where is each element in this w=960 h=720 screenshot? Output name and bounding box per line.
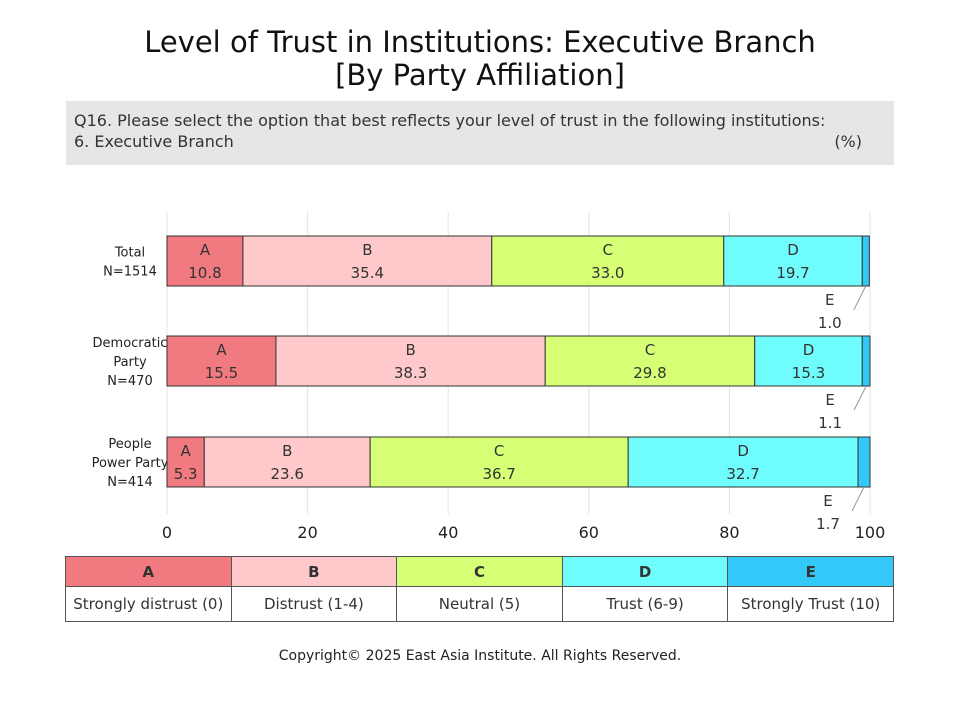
question-text: Q16. Please select the option that best … xyxy=(74,111,826,130)
bar-key-label-e-2: E xyxy=(823,492,832,510)
legend-key-e: E xyxy=(727,556,894,587)
bar-key-label-a-1: A xyxy=(216,341,227,359)
callout-line-0 xyxy=(853,285,867,311)
question-box: Q16. Please select the option that best … xyxy=(66,101,894,165)
x-tick-label-60: 60 xyxy=(579,523,599,542)
legend-key-d: D xyxy=(561,556,729,587)
bar-key-label-d-1: D xyxy=(803,341,815,359)
data-label-d-1: 15.3 xyxy=(792,364,825,382)
legend-desc-d: Trust (6-9) xyxy=(561,586,729,622)
callout-line-1 xyxy=(853,385,867,411)
bar-key-label-e-0: E xyxy=(825,291,834,309)
bar-key-label-c-1: C xyxy=(645,341,655,359)
bar-segment-e-1 xyxy=(861,335,871,387)
category-label-0-1: N=1514 xyxy=(103,265,157,280)
x-tick-label-20: 20 xyxy=(297,523,317,542)
chart-title: Level of Trust in Institutions: Executiv… xyxy=(0,26,960,92)
bar-segment-d-1 xyxy=(754,335,863,387)
data-label-b-2: 23.6 xyxy=(271,465,304,483)
data-label-c-0: 33.0 xyxy=(591,264,624,282)
data-label-e-2: 1.7 xyxy=(816,515,840,533)
data-label-b-1: 38.3 xyxy=(394,364,427,382)
x-tick-label-80: 80 xyxy=(719,523,739,542)
question-item: 6. Executive Branch xyxy=(74,132,234,151)
data-label-e-1: 1.1 xyxy=(818,414,842,432)
category-label-2-0: People xyxy=(108,437,151,452)
x-tick-label-100: 100 xyxy=(855,523,886,542)
data-label-c-1: 29.8 xyxy=(633,364,666,382)
data-label-a-2: 5.3 xyxy=(174,465,198,483)
x-tick-label-40: 40 xyxy=(438,523,458,542)
callout-line-2 xyxy=(851,486,865,512)
category-label-2-2: N=414 xyxy=(107,475,152,490)
legend-key-b: B xyxy=(230,556,398,587)
data-label-e-0: 1.0 xyxy=(818,314,842,332)
x-tick-label-0: 0 xyxy=(162,523,172,542)
data-label-a-0: 10.8 xyxy=(188,264,221,282)
bar-segment-d-2 xyxy=(627,436,859,488)
bar-key-label-c-2: C xyxy=(494,442,504,460)
data-label-c-2: 36.7 xyxy=(482,465,515,483)
bar-key-label-b-1: B xyxy=(405,341,415,359)
legend-key-c: C xyxy=(396,556,563,587)
bar-key-label-e-1: E xyxy=(825,391,834,409)
legend-key-a: A xyxy=(65,556,232,587)
category-label-2-1: Power Party xyxy=(92,456,169,471)
category-label-0-0: Total xyxy=(114,246,145,261)
legend-desc-c: Neutral (5) xyxy=(396,586,563,622)
bar-segment-b-1 xyxy=(275,335,546,387)
bar-segment-b-2 xyxy=(203,436,371,488)
bar-segment-b-0 xyxy=(242,235,493,287)
title-line-1: Level of Trust in Institutions: Executiv… xyxy=(144,25,816,59)
bar-segment-a-0 xyxy=(166,235,244,287)
category-label-1-2: N=470 xyxy=(107,374,152,389)
data-label-d-0: 19.7 xyxy=(776,264,809,282)
bar-key-label-a-2: A xyxy=(180,442,191,460)
bar-key-label-d-2: D xyxy=(737,442,749,460)
bar-key-label-d-0: D xyxy=(787,241,799,259)
data-label-a-1: 15.5 xyxy=(205,364,238,382)
bar-key-label-b-2: B xyxy=(282,442,292,460)
legend-desc-e: Strongly Trust (10) xyxy=(727,586,894,622)
bar-key-label-c-0: C xyxy=(603,241,613,259)
stacked-bar-chart: 0 20 40 60 80 100 Total N=1514 Democratic Party N=… xyxy=(92,212,886,542)
data-label-d-2: 32.7 xyxy=(726,465,759,483)
legend-desc-a: Strongly distrust (0) xyxy=(65,586,232,622)
category-label-1-0: Democratic xyxy=(93,336,168,351)
bar-key-label-a-0: A xyxy=(200,241,211,259)
legend-desc-b: Distrust (1-4) xyxy=(230,586,398,622)
title-line-2: [By Party Affiliation] xyxy=(335,58,625,92)
bar-segment-e-2 xyxy=(857,436,871,488)
bar-key-label-b-0: B xyxy=(362,241,372,259)
bar-segment-e-0 xyxy=(861,235,870,287)
unit-label: (%) xyxy=(834,132,862,151)
bar-segment-c-0 xyxy=(491,235,725,287)
bar-segment-c-2 xyxy=(369,436,629,488)
data-label-b-0: 35.4 xyxy=(351,264,384,282)
copyright-notice: Copyright© 2025 East Asia Institute. All… xyxy=(278,648,682,664)
category-label-1-1: Party xyxy=(113,355,147,370)
